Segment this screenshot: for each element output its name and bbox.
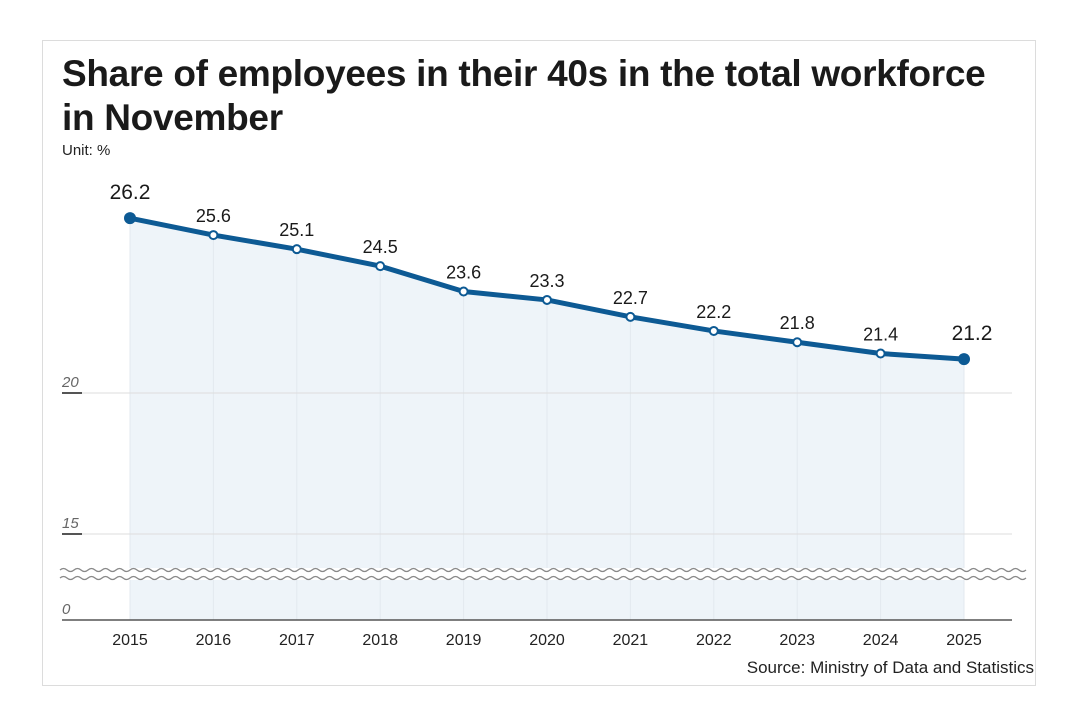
data-label: 25.6 [196,206,231,226]
data-label: 23.3 [529,271,564,291]
axis-break-wave [59,567,1027,573]
y-tick-label: 20 [61,374,79,391]
data-label: 22.2 [696,302,731,322]
y-tick-label: 15 [62,515,79,532]
data-point [124,212,136,225]
axis-break-wave [59,575,1027,581]
x-tick-label: 2021 [613,632,649,649]
x-tick-label: 2020 [529,632,565,649]
x-tick-label: 2025 [946,632,982,649]
data-label: 21.4 [863,325,898,345]
x-tick-label: 2018 [362,632,398,649]
x-tick-label: 2016 [196,632,232,649]
data-label: 23.6 [446,262,481,282]
x-tick-label: 2024 [863,632,899,649]
x-tick-label: 2017 [279,632,315,649]
x-tick-label: 2015 [112,632,148,649]
x-tick-label: 2023 [779,632,815,649]
axis-break-band [60,568,1018,580]
data-point [208,230,219,241]
data-point [625,311,636,322]
data-point [458,286,469,297]
x-tick-label: 2019 [446,632,482,649]
data-label: 25.1 [279,220,314,240]
data-label: 22.7 [613,288,648,308]
chart-title: Share of employees in their 40s in the t… [62,53,986,138]
data-point [792,337,803,348]
data-label: 21.8 [780,313,815,333]
data-label: 21.2 [952,322,993,345]
data-point [875,348,886,359]
chart-frame [42,40,1036,686]
data-point [542,294,552,305]
data-label: 26.2 [110,181,151,204]
data-point [291,244,302,255]
unit-label: Unit: % [62,142,111,159]
y-tick-label: 0 [62,601,71,618]
source-note: Source: Ministry of Data and Statistics [746,658,1034,677]
data-point [375,261,386,272]
data-point [708,325,719,336]
data-label: 24.5 [363,237,398,257]
x-tick-label: 2022 [696,632,732,649]
data-point [958,353,970,366]
